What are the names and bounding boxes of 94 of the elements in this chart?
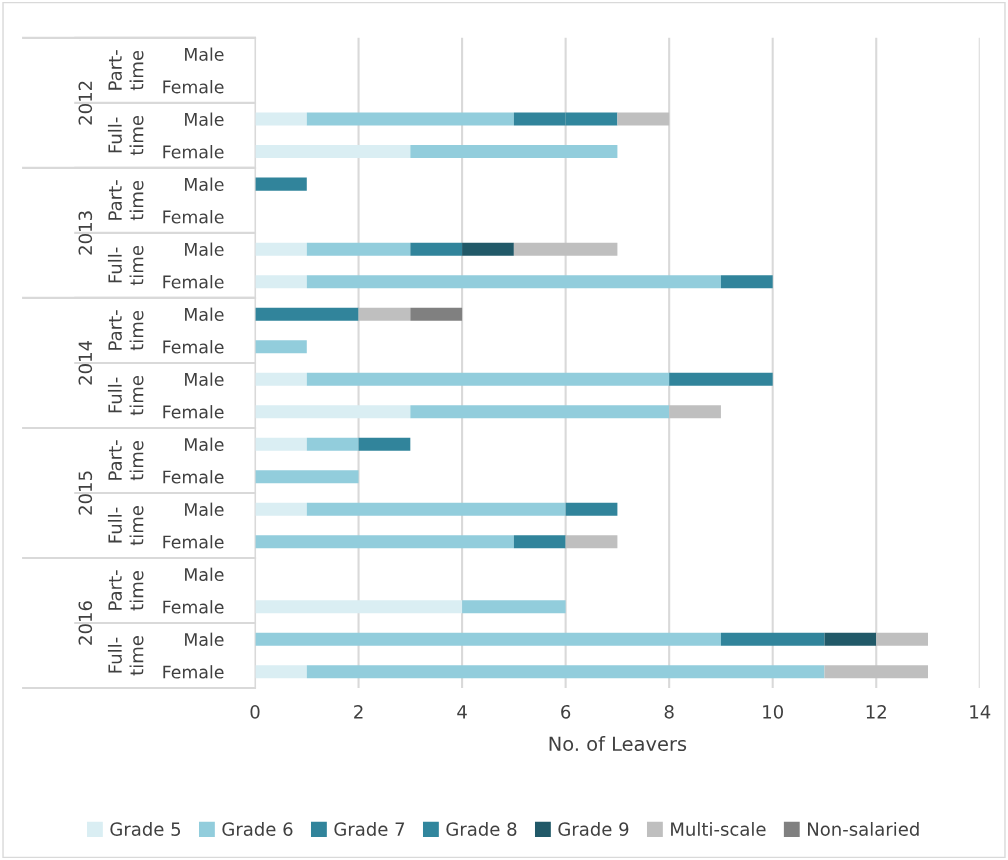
y-tick-label: Female xyxy=(163,405,224,419)
legend-label: Grade 6 xyxy=(222,821,293,836)
bar xyxy=(720,275,773,289)
text: 2016 xyxy=(78,601,93,645)
bar xyxy=(255,275,307,289)
bar xyxy=(255,340,307,354)
bar xyxy=(255,242,307,256)
bar xyxy=(513,242,618,256)
legend-label: Grade 8 xyxy=(446,821,517,836)
text: Part-time xyxy=(108,180,144,221)
bar xyxy=(255,502,307,516)
y-tick-label: Male xyxy=(185,307,224,321)
x-tick-label: 2 xyxy=(354,704,363,719)
y-tick-label: Male xyxy=(185,502,224,517)
text: Part-time xyxy=(108,570,144,611)
bar xyxy=(306,112,514,126)
text: Full-time xyxy=(107,115,144,156)
bar xyxy=(410,405,670,419)
y-tick-label: Female xyxy=(163,535,224,549)
bar xyxy=(306,372,670,386)
bar xyxy=(255,665,307,679)
text: 2014 xyxy=(78,340,93,385)
bar xyxy=(462,600,566,614)
y-tick-label: Male xyxy=(185,47,224,61)
y-tick-label: Male xyxy=(185,177,224,191)
text: 2012 xyxy=(78,81,93,125)
x-tick-label: 4 xyxy=(457,705,467,719)
bar xyxy=(306,502,566,516)
y-tick-label: Female xyxy=(163,340,224,354)
bar xyxy=(255,145,411,159)
bar xyxy=(255,112,307,126)
bar xyxy=(306,242,411,256)
bar xyxy=(669,372,773,386)
legend-label: Grade 5 xyxy=(110,821,181,836)
legend-label: Multi-scale xyxy=(671,821,766,836)
x-axis-title: No. of Leavers xyxy=(549,736,687,752)
bar xyxy=(255,177,307,191)
bar xyxy=(720,632,825,646)
bar xyxy=(876,632,929,646)
bar xyxy=(255,405,411,419)
y-tick-label: Male xyxy=(185,112,224,126)
text: 2015 xyxy=(78,471,93,515)
bar xyxy=(565,502,618,516)
bar xyxy=(255,600,463,614)
x-tick-label: 8 xyxy=(664,704,674,719)
bar xyxy=(410,145,618,159)
y-tick-label: Male xyxy=(185,242,224,256)
bar xyxy=(824,632,877,646)
y-tick-label: Female xyxy=(163,665,224,679)
text: Full-time xyxy=(107,506,144,546)
x-tick-label: 14 xyxy=(970,705,991,719)
bar xyxy=(358,437,411,451)
bar xyxy=(306,275,721,289)
bar xyxy=(358,307,411,321)
text: Part-time xyxy=(108,440,144,481)
text: Part-time xyxy=(108,310,144,351)
legend-label: Grade 7 xyxy=(334,821,405,836)
bar xyxy=(255,535,514,549)
x-tick-label: 10 xyxy=(763,704,783,719)
y-tick-label: Female xyxy=(163,470,224,484)
bar xyxy=(255,307,359,321)
x-tick-label: 12 xyxy=(866,704,886,719)
bar xyxy=(410,307,463,321)
text: Full-time xyxy=(107,636,144,676)
y-tick-label: Male xyxy=(185,437,224,452)
bar xyxy=(255,470,359,484)
text: 2013 xyxy=(78,211,93,255)
y-tick-label: Female xyxy=(163,145,224,159)
y-tick-label: Female xyxy=(163,600,224,614)
legend-label: Non-salaried xyxy=(808,821,919,836)
x-tick-label: 0 xyxy=(250,704,260,719)
bar xyxy=(306,665,825,679)
y-tick-label: Male xyxy=(185,567,224,582)
text: Full-time xyxy=(107,375,144,416)
text: Part-time xyxy=(108,50,144,91)
bar xyxy=(462,242,514,256)
bar xyxy=(255,632,721,646)
y-tick-label: Female xyxy=(163,80,224,94)
y-tick-label: Female xyxy=(163,210,224,224)
bar xyxy=(255,437,307,451)
bar xyxy=(255,372,307,386)
y-tick-label: Male xyxy=(185,372,224,387)
bar xyxy=(565,535,618,549)
y-tick-label: Female xyxy=(163,275,224,289)
x-tick-label: 6 xyxy=(561,704,571,719)
legend-label: Grade 9 xyxy=(558,821,629,836)
bar xyxy=(306,437,359,451)
bar xyxy=(824,665,929,679)
text: Full-time xyxy=(107,245,144,286)
bar xyxy=(617,112,670,126)
bar xyxy=(410,242,463,256)
y-tick-label: Male xyxy=(185,632,224,647)
bar xyxy=(669,405,721,419)
bar xyxy=(513,535,566,549)
